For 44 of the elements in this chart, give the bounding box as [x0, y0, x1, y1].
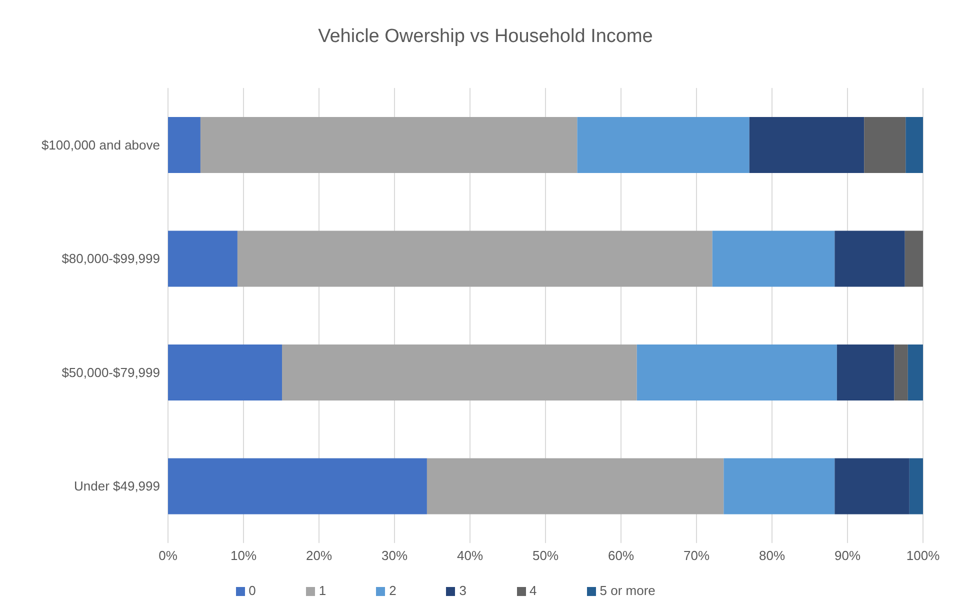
bar [237, 230, 712, 287]
y-tick-label: Under $49,999 [74, 478, 160, 494]
y-tick-label: $100,000 and above [41, 137, 160, 152]
legend-label: 1 [318, 583, 326, 598]
bar [894, 344, 908, 400]
bar [168, 344, 282, 400]
bar [864, 117, 906, 173]
bar [908, 344, 923, 400]
x-tick-label: 80% [758, 548, 786, 564]
bar [834, 230, 905, 287]
x-tick-label: 90% [834, 548, 861, 564]
bar [724, 458, 835, 514]
x-tick-label: 0% [158, 548, 178, 564]
legend-label: 2 [389, 583, 396, 598]
bar [426, 458, 724, 514]
x-tick-label: 30% [381, 548, 408, 564]
legend-label: 4 [530, 583, 537, 598]
bar [282, 344, 637, 400]
x-tick-label: 50% [532, 548, 559, 564]
bar [168, 458, 427, 514]
bar [904, 230, 923, 287]
bar [168, 230, 238, 287]
x-tick-label: 20% [306, 548, 332, 564]
bar [636, 344, 837, 400]
bar [834, 458, 910, 514]
bar [909, 458, 923, 514]
x-tick-label: 60% [608, 548, 634, 564]
bar [200, 117, 578, 173]
x-tick-label: 70% [683, 548, 710, 564]
bar [906, 117, 923, 173]
chart-title: Vehicle Owership vs Household Income [317, 25, 654, 49]
x-tick-label: 40% [456, 548, 484, 564]
x-tick-label: 100% [906, 548, 940, 564]
bar [749, 117, 864, 173]
legend-label: 5 or more [600, 583, 656, 598]
y-tick-label: $50,000-$79,999 [62, 364, 160, 380]
legend-label: 3 [459, 583, 467, 598]
bar [836, 344, 894, 400]
legend-label: 0 [248, 583, 256, 598]
bar [168, 117, 200, 173]
y-tick-label: $80,000-$99,999 [62, 251, 160, 266]
x-tick-label: 10% [230, 548, 257, 564]
bar [577, 117, 750, 173]
bar [712, 230, 835, 287]
